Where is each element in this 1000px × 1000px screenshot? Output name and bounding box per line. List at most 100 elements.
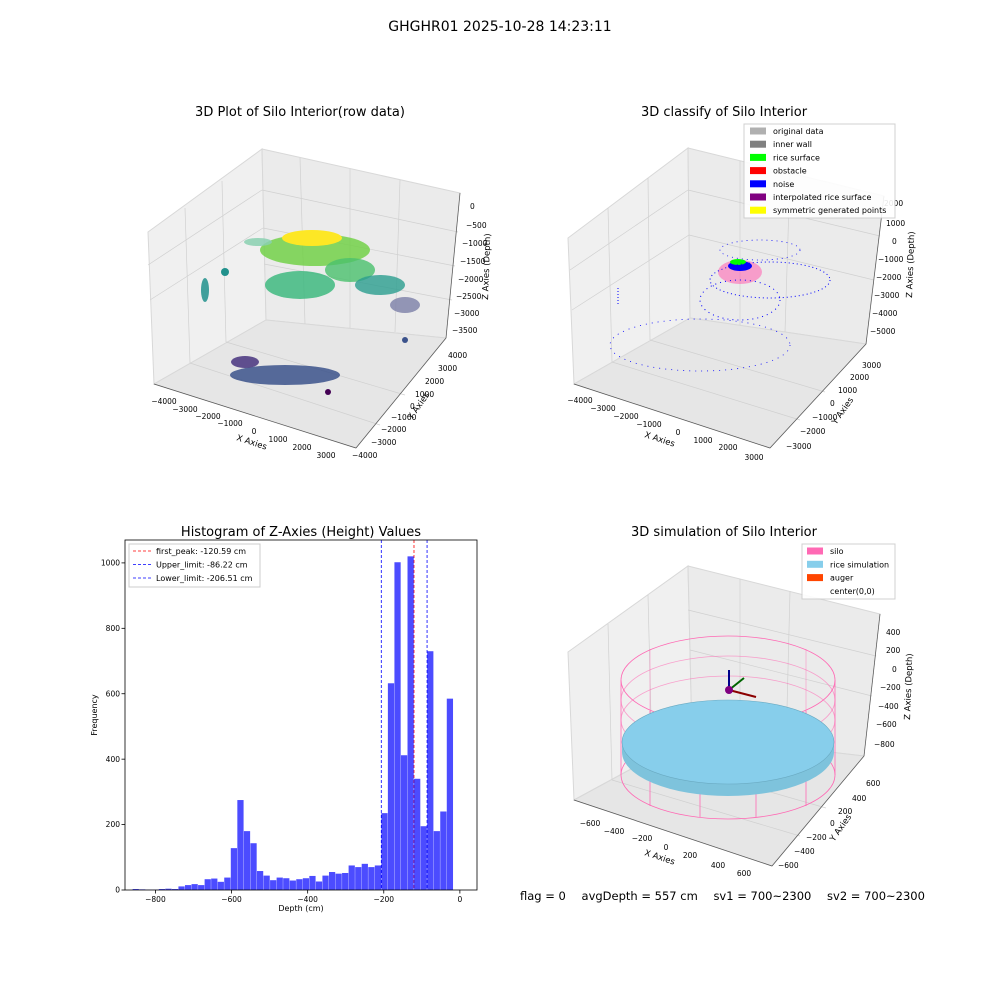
sim-x-tick: −200	[632, 834, 653, 843]
sv2-value: sv2 = 700~2300	[827, 889, 925, 903]
histogram-bar	[335, 873, 342, 890]
classify-legend: original data inner wall rice surface obsta…	[743, 123, 896, 219]
histogram-bar	[440, 811, 447, 890]
histogram-bar	[420, 826, 427, 890]
sim-y-tick: 600	[866, 779, 881, 788]
y-tick-label: 800	[106, 624, 121, 633]
legend-label: obstacle	[773, 167, 807, 176]
classify-y-tick: −2000	[800, 427, 826, 436]
histogram-bar	[171, 889, 179, 890]
raw-x-tick: 2000	[292, 443, 311, 452]
legend-label: center(0,0)	[830, 587, 875, 596]
simulation-panel-title: 3D simulation of Silo Interior	[631, 525, 818, 540]
histogram-bar	[165, 888, 172, 890]
classify-points	[609, 239, 831, 372]
raw-y-ticks: 4000 3000 2000 1000 0 −1000 −2000 −3000 …	[352, 351, 467, 460]
histogram-bar	[446, 698, 454, 890]
raw-z-tick: −1000	[462, 239, 488, 248]
raw-z-tick: −2500	[456, 292, 482, 301]
raw-panel-title: 3D Plot of Silo Interior(row data)	[195, 105, 405, 120]
classify-x-tick: 0	[676, 428, 681, 437]
classify-grid	[569, 161, 881, 421]
classify-y-tick: 2000	[850, 373, 869, 382]
y-tick-label: 0	[115, 886, 120, 895]
raw-y-tick: 2000	[425, 377, 444, 386]
classify-legend-box	[743, 123, 896, 219]
classify-y-tick: 1000	[838, 386, 857, 395]
histogram-bar	[322, 875, 329, 890]
raw-x-label: X Axies	[235, 433, 268, 452]
raw-scatter	[201, 230, 420, 395]
histogram-bar	[414, 778, 421, 890]
legend-swatch	[750, 153, 766, 161]
x-tick-label: −800	[145, 895, 166, 904]
histogram-plot-frame	[124, 539, 478, 891]
histogram-bar	[381, 813, 388, 890]
raw-axes-lines	[153, 192, 461, 449]
x-tick-label: −600	[221, 895, 242, 904]
legend-swatch	[807, 560, 823, 568]
histogram-bar	[270, 880, 277, 890]
classify-x-ticks: −4000 −3000 −2000 −1000 0 1000 2000 3000	[567, 396, 763, 462]
legend-swatch	[807, 547, 823, 555]
raw-y-tick: −3000	[371, 438, 397, 447]
legend-label: inner wall	[773, 140, 812, 149]
sim-y-ticks: 600 400 200 0 −200 −400 −600	[778, 779, 881, 870]
legend-label: first_peak: -120.59 cm	[156, 547, 246, 556]
histogram-bar	[237, 800, 244, 890]
chart-title: Histogram of Z-Axies (Height) Values	[181, 525, 421, 540]
classify-z-tick: −5000	[870, 327, 896, 336]
raw-x-tick: −3000	[172, 405, 198, 414]
raw-z-ticks: 0 −500 −1000 −1500 −2000 −2500 −3000 −35…	[452, 202, 488, 335]
classify-x-label: X Axies	[643, 430, 676, 449]
legend-label: interpolated rice surface	[773, 193, 871, 202]
histogram-bar	[224, 877, 231, 890]
histogram-bar	[302, 878, 310, 890]
raw-x-tick: 0	[252, 427, 257, 436]
histogram-bar	[276, 877, 283, 890]
raw-z-tick: −500	[466, 221, 487, 230]
y-tick-label: 600	[106, 689, 121, 698]
raw-z-tick: −1500	[460, 257, 486, 266]
chart-y-label: Frequency	[90, 694, 99, 736]
sim-z-tick: −600	[876, 720, 897, 729]
panel-simulation-3d: 3D simulation of Silo Interior	[567, 525, 915, 878]
raw-x-tick: −1000	[217, 419, 243, 428]
sim-z-label: Z Axies (Depth)	[903, 653, 915, 720]
y-tick-label: 200	[106, 820, 121, 829]
sim-z-tick: −400	[878, 702, 899, 711]
raw-z-tick: −3500	[452, 326, 478, 335]
chart-x-label: Depth (cm)	[278, 904, 323, 913]
panel-classify-3d: 3D classify of Silo Interior −4000	[567, 105, 917, 462]
legend-label: original data	[773, 127, 824, 136]
sim-x-tick: 0	[664, 843, 669, 852]
sim-x-tick: 400	[711, 861, 726, 870]
sim-z-tick: −800	[874, 740, 895, 749]
legend-label: silo	[830, 547, 844, 556]
raw-x-tick: −2000	[195, 412, 221, 421]
raw-y-tick: 3000	[438, 364, 457, 373]
raw-x-tick: 1000	[268, 435, 287, 444]
classify-z-tick: 1000	[886, 219, 905, 228]
legend-label: auger	[830, 574, 854, 583]
raw-y-tick: 4000	[448, 351, 467, 360]
raw-y-tick: 1000	[415, 390, 434, 399]
raw-y-tick: −1000	[391, 413, 417, 422]
flag-value: flag = 0	[520, 889, 566, 903]
histogram-bar	[211, 878, 218, 890]
histogram-bar	[283, 878, 290, 890]
x-tick-label: 0	[457, 895, 462, 904]
raw-y-tick: −4000	[352, 451, 378, 460]
raw-z-tick: 0	[470, 202, 475, 211]
classify-z-tick: −1000	[878, 255, 904, 264]
sim-auger	[725, 670, 757, 698]
sim-y-tick: 200	[838, 807, 853, 816]
legend-swatch	[750, 167, 766, 175]
histogram-bar	[355, 867, 362, 890]
sim-z-tick: 0	[892, 665, 897, 674]
histogram-bar	[263, 875, 270, 890]
histogram-bar	[178, 886, 185, 890]
sim-axes-lines	[573, 613, 881, 867]
histogram-bar	[400, 755, 408, 890]
